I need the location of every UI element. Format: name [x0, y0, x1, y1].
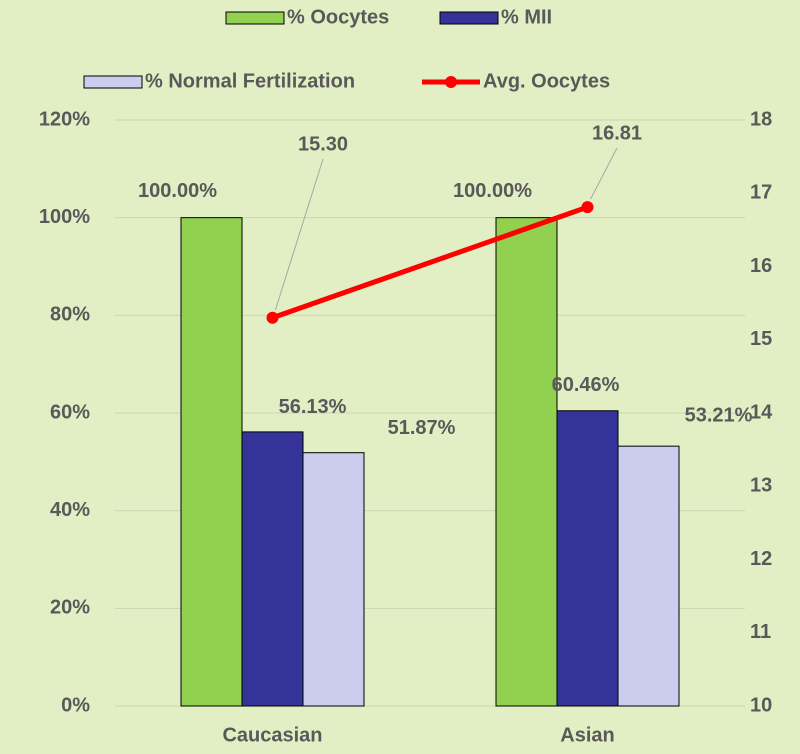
y2-tick-label: 15 [750, 328, 772, 350]
y2-tick-label: 11 [750, 621, 771, 643]
y2-tick-label: 12 [750, 548, 772, 570]
data-label: 51.87% [388, 417, 456, 439]
x-tick-label: Asian [560, 724, 614, 746]
data-label: 15.30 [298, 133, 348, 155]
bar [556, 410, 619, 707]
data-label: 100.00% [138, 180, 217, 202]
line-marker [581, 201, 594, 214]
leader-line [590, 147, 618, 200]
bar [180, 217, 243, 707]
legend-swatch [83, 75, 143, 89]
bar [302, 452, 365, 707]
y-tick-label: 80% [50, 304, 90, 326]
x-tick-label: Caucasian [222, 724, 322, 746]
y-tick-label: 40% [50, 499, 90, 521]
legend-marker [445, 76, 457, 88]
bar [495, 217, 558, 707]
data-label: 53.21% [685, 404, 753, 426]
line-marker [266, 311, 279, 324]
y-tick-label: 20% [50, 597, 90, 619]
legend-swatch [225, 11, 285, 25]
leader-line [275, 158, 324, 310]
y2-tick-label: 18 [750, 108, 772, 130]
legend-label: % Normal Fertilization [145, 70, 355, 92]
data-label: 100.00% [453, 180, 532, 202]
data-label: 56.13% [279, 396, 347, 418]
y-tick-label: 0% [61, 694, 90, 716]
y2-tick-label: 14 [750, 401, 773, 423]
data-label: 16.81 [592, 122, 642, 144]
y-tick-label: 60% [50, 401, 90, 423]
legend-label: Avg. Oocytes [483, 70, 610, 92]
y2-tick-label: 10 [750, 694, 772, 716]
bar [241, 431, 304, 707]
bar [617, 445, 680, 707]
y-tick-label: 120% [39, 108, 90, 130]
data-label: 60.46% [552, 374, 620, 396]
legend-label: % MII [501, 6, 552, 28]
legend-label: % Oocytes [287, 6, 389, 28]
y2-tick-label: 16 [750, 255, 772, 277]
y-tick-label: 100% [39, 206, 90, 228]
line [271, 204, 589, 321]
y2-tick-label: 17 [750, 182, 772, 204]
y2-tick-label: 13 [750, 475, 772, 497]
legend-swatch [439, 11, 499, 25]
